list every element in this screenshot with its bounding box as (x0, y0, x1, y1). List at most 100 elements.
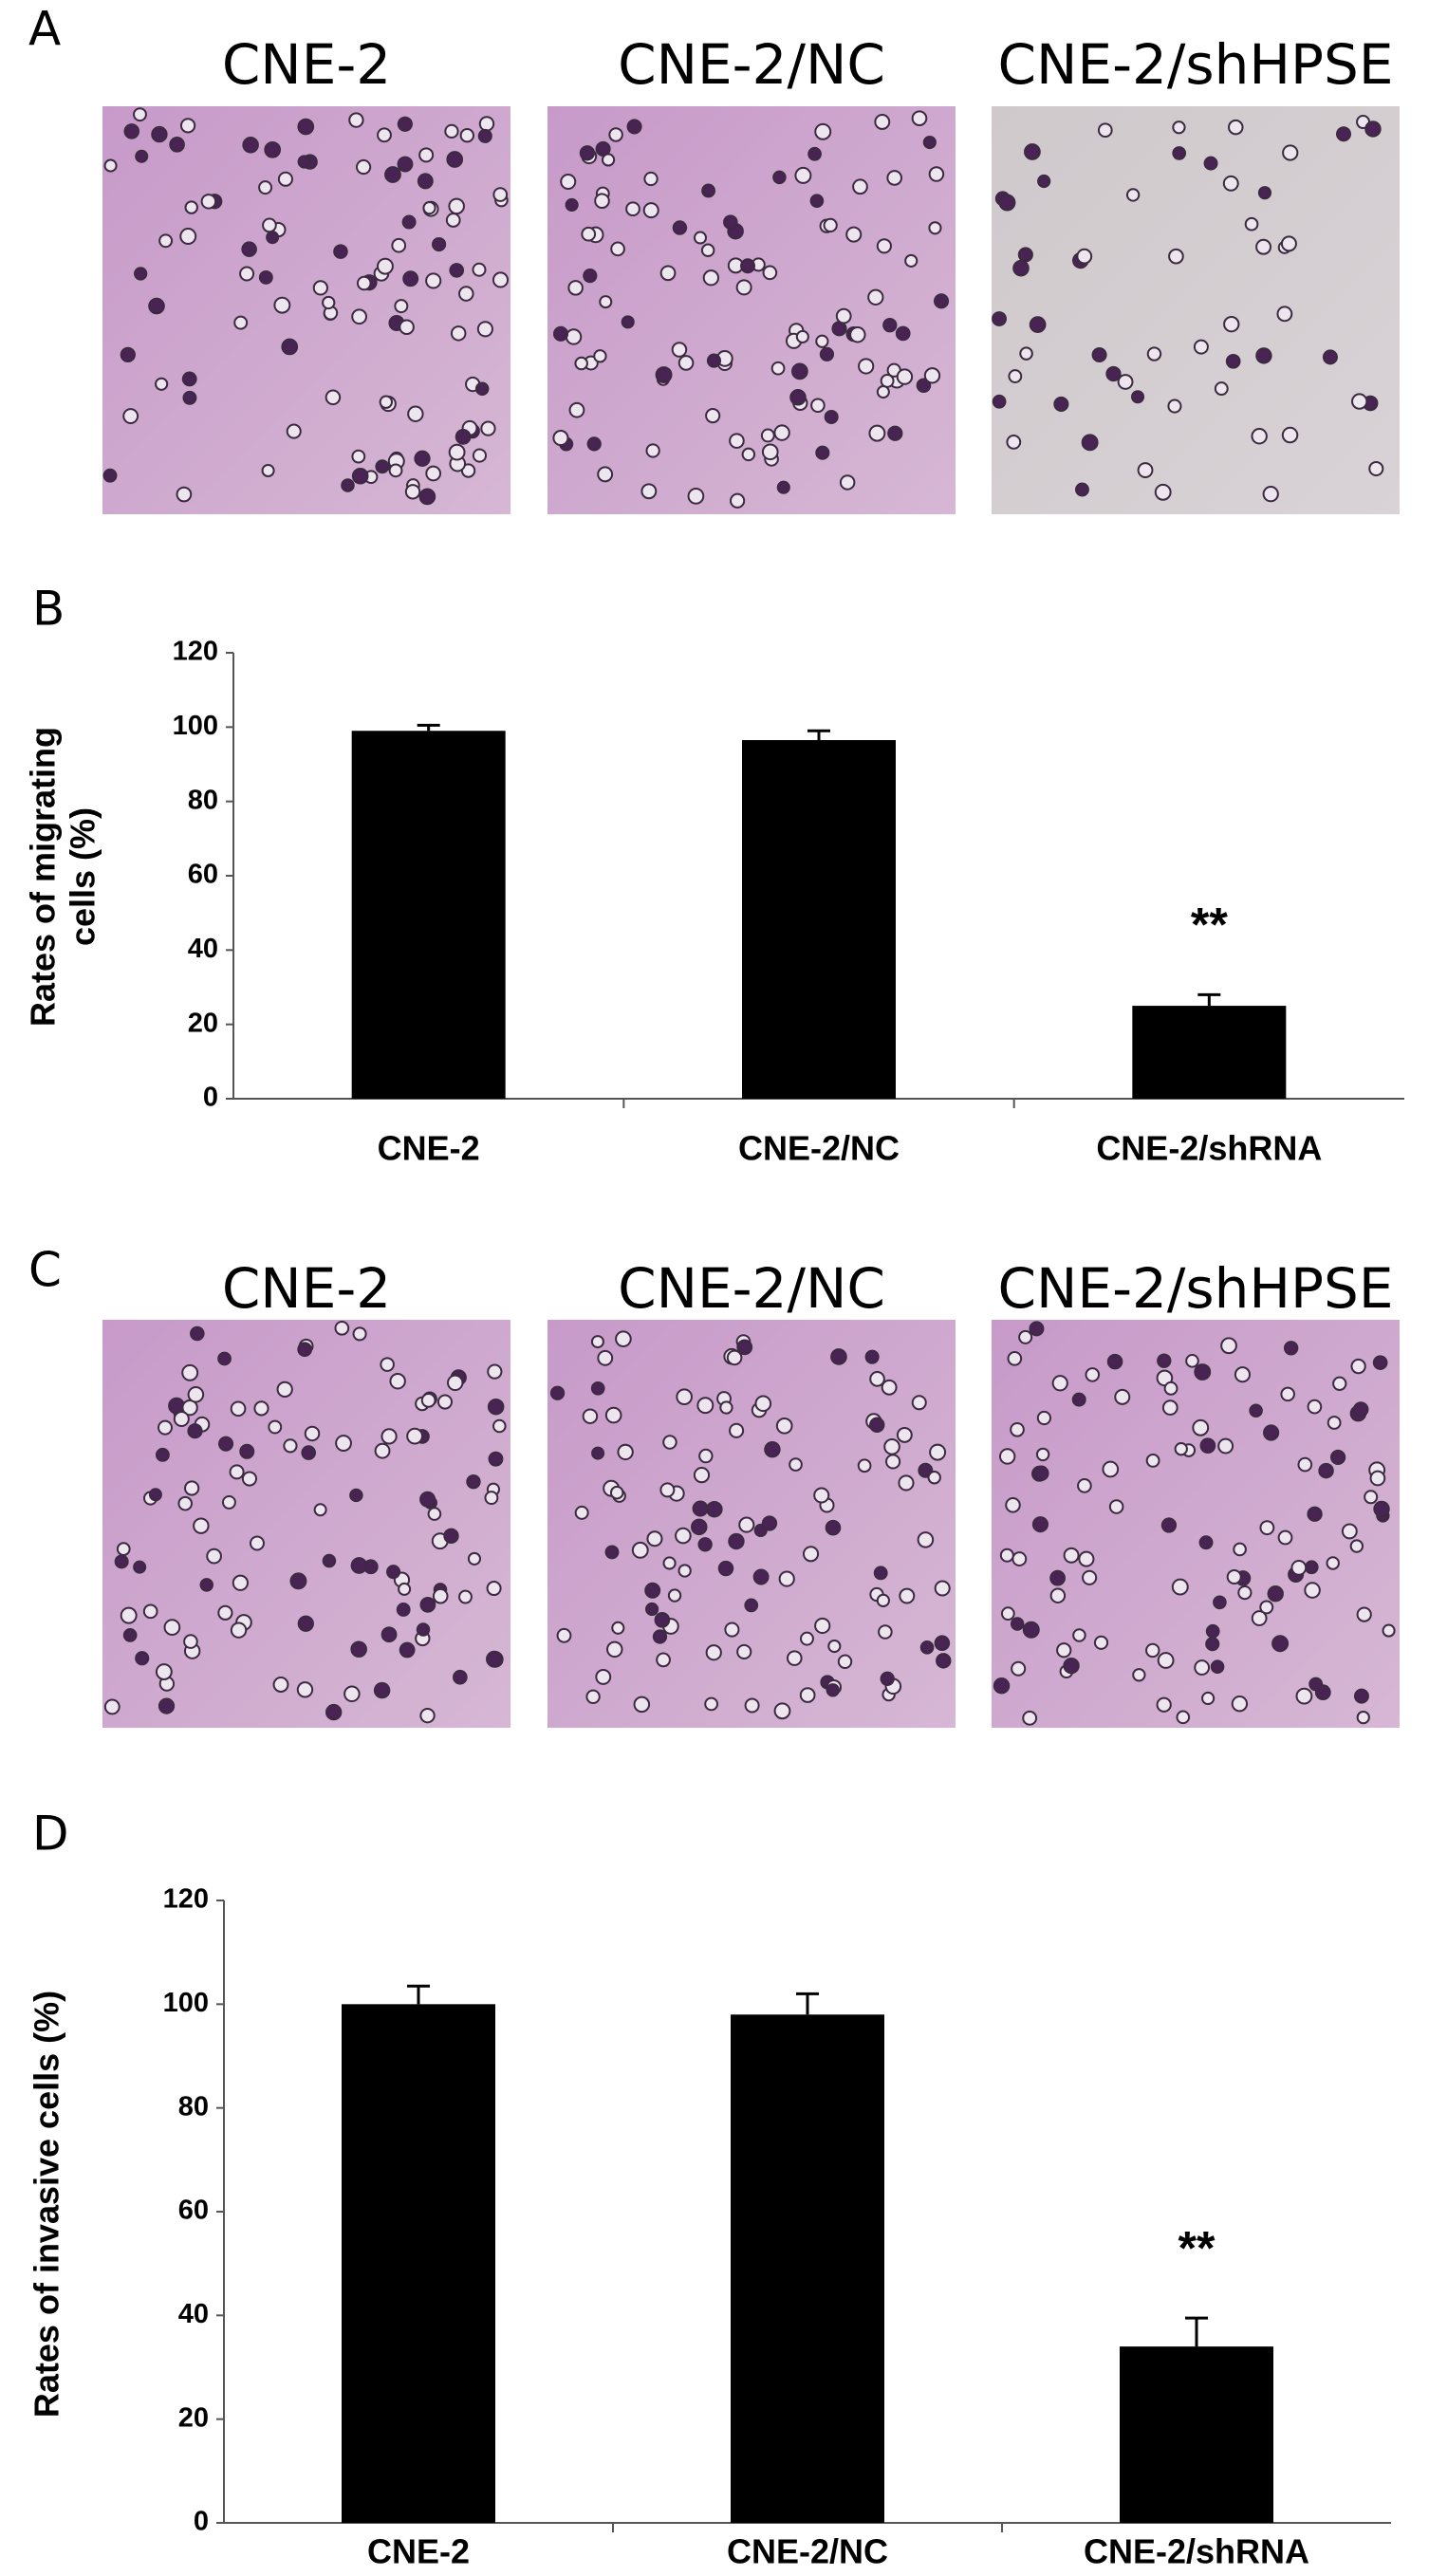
cell (1010, 1421, 1025, 1437)
cell (736, 1643, 752, 1660)
cell (1029, 316, 1047, 334)
cell (1105, 365, 1122, 382)
cell (802, 1546, 820, 1563)
cell (1097, 122, 1113, 139)
cell (232, 1574, 249, 1591)
cell (922, 135, 937, 150)
cell (778, 1570, 795, 1587)
cell (432, 1587, 449, 1604)
cell (349, 1488, 363, 1503)
cell (858, 358, 875, 375)
cell (445, 213, 461, 228)
cell (233, 315, 249, 330)
cell (916, 378, 932, 393)
cell (148, 297, 165, 315)
cell (1263, 1424, 1280, 1441)
cell (659, 1482, 676, 1498)
cell (262, 217, 277, 233)
cell (849, 326, 866, 343)
cell (268, 1419, 283, 1435)
cell (934, 1635, 951, 1652)
cell (928, 221, 942, 235)
cell (163, 1619, 181, 1636)
cell (1157, 1652, 1175, 1669)
cell (406, 1427, 424, 1445)
cell (885, 1454, 901, 1470)
cell (1290, 1560, 1308, 1576)
cell (335, 1435, 352, 1452)
cell (992, 394, 1007, 409)
cell (585, 1689, 601, 1704)
cell (837, 1654, 853, 1669)
cell (425, 465, 442, 482)
cell (726, 1349, 743, 1366)
cell (886, 170, 903, 186)
cell (999, 1547, 1014, 1563)
cell (1277, 1529, 1293, 1546)
cell (645, 1602, 659, 1617)
cell (773, 1702, 791, 1720)
cell (790, 362, 808, 380)
cell (477, 128, 492, 143)
cell (873, 1566, 888, 1581)
cell (643, 171, 659, 187)
cell (1076, 248, 1093, 265)
cell (687, 488, 705, 505)
cell (998, 1448, 1016, 1465)
cell (1281, 426, 1299, 444)
cell (249, 1535, 265, 1551)
cell (1031, 1516, 1049, 1533)
cell (815, 334, 829, 348)
cell (455, 428, 472, 445)
cell (394, 299, 409, 314)
cell (312, 280, 328, 296)
cell (384, 166, 401, 183)
cell (611, 1621, 625, 1635)
panel-label: B (32, 582, 65, 637)
cell (486, 1581, 502, 1597)
micrograph (992, 106, 1400, 514)
cell (448, 443, 466, 461)
y-tick-label: 100 (173, 711, 218, 741)
cell (1198, 1535, 1214, 1550)
cell (895, 325, 911, 342)
cell (448, 197, 465, 215)
y-tick-label: 80 (188, 785, 218, 815)
cell (1171, 1578, 1189, 1596)
panel-label: D (32, 1807, 69, 1862)
y-axis-label: Rates of invasive cells (%) (28, 1991, 66, 2418)
cell (297, 118, 315, 136)
cell (1063, 1547, 1080, 1564)
cell (696, 1397, 714, 1415)
cell (447, 1374, 464, 1392)
cell (380, 1428, 398, 1445)
cell (396, 1603, 411, 1617)
cell (787, 1650, 803, 1666)
micrograph (102, 1320, 510, 1728)
cell (348, 112, 364, 128)
cell (672, 220, 688, 235)
cell (815, 445, 830, 460)
cell (896, 368, 914, 385)
cell (239, 266, 255, 282)
cell (258, 180, 273, 195)
cell (356, 158, 372, 176)
cell (645, 443, 660, 458)
cell (277, 171, 293, 187)
cell (492, 1418, 507, 1434)
cell (604, 1545, 620, 1560)
cell (1024, 143, 1041, 160)
cell (1192, 1418, 1210, 1436)
cell (427, 1507, 442, 1521)
cell (478, 116, 495, 132)
cell (281, 338, 299, 356)
cell (179, 118, 196, 134)
cell (1336, 126, 1352, 142)
cell (692, 1500, 709, 1517)
cell (615, 1330, 632, 1348)
cell (436, 1394, 454, 1410)
cell (472, 262, 487, 277)
cell (586, 436, 602, 452)
cell (446, 151, 464, 168)
cell (217, 1351, 232, 1366)
